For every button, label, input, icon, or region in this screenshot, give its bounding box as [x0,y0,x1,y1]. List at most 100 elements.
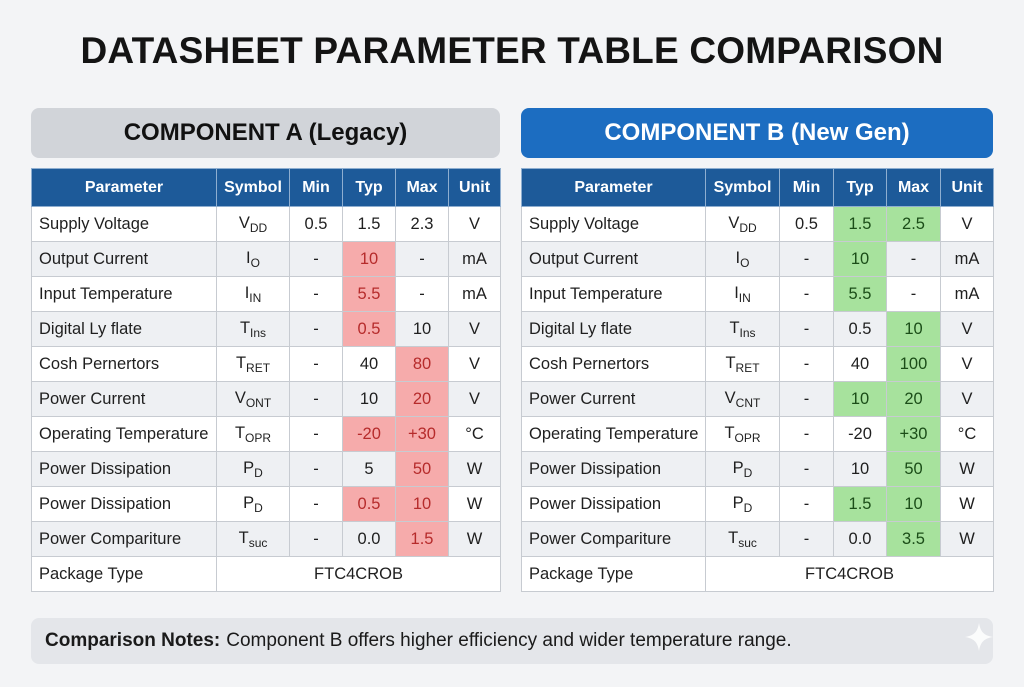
parameter-cell: Cosh Pernertors [521,346,706,382]
unit-cell: V [940,346,994,382]
symbol-subscript: IN [738,290,751,305]
unit-cell: V [448,206,501,242]
component-b-header: COMPONENT B (New Gen) [521,108,993,158]
min-cell: - [779,311,834,347]
symbol-letter: T [235,353,247,372]
parameter-cell: Power Dissipation [521,451,706,487]
typ-cell: 10 [342,381,396,417]
table-row: Power Dissipation PD -10 50 W [521,451,994,487]
col-header-min: Min [289,168,343,207]
symbol-subscript: DD [249,220,268,235]
col-header-unit: Unit [940,168,994,207]
symbol-letter: T [729,318,740,337]
parameter-cell: Power Compariture [521,521,706,557]
max-cell: 20 [886,381,941,417]
table-row: Input Temperature IIN -5.5- mA [521,276,994,312]
typ-cell: 10 [342,241,396,277]
symbol-cell: TRET [705,346,780,382]
table-header-row: Parameter Symbol Min Typ Max Unit [521,168,994,207]
typ-cell: -20 [833,416,887,452]
sparkle-icon [965,623,993,651]
min-cell: - [289,416,343,452]
table-row: Digital Ly flate TIns -0.5 10 V [521,311,994,347]
unit-cell: mA [448,241,501,277]
symbol-letter: T [234,423,246,442]
parameter-cell: Digital Ly flate [521,311,706,347]
min-cell: - [779,381,834,417]
typ-cell: 0.5 [342,486,396,522]
typ-cell: 0.0 [342,521,396,557]
parameter-cell: Input Temperature [31,276,217,312]
symbol-subscript: ONT [245,395,272,410]
symbol-cell: Tsuc [216,521,290,557]
max-cell: - [395,276,449,312]
symbol-cell: IO [216,241,290,277]
table-row: Output Current IO -10- mA [521,241,994,277]
max-cell: 10 [886,311,941,347]
parameter-cell: Digital Ly flate [31,311,217,347]
symbol-subscript: Ins [739,325,756,340]
max-cell: - [395,241,449,277]
min-cell: - [289,311,343,347]
max-cell: 10 [395,311,449,347]
symbol-subscript: RET [735,360,760,375]
typ-cell: 1.5 [342,206,396,242]
symbol-subscript: suc [248,535,268,550]
typ-cell: 0.0 [833,521,887,557]
max-cell: 50 [886,451,941,487]
max-cell: 100 [886,346,941,382]
min-cell: - [289,276,343,312]
unit-cell: V [940,381,994,417]
package-value-cell: FTC4CROB [216,556,501,592]
symbol-letter: P [243,493,255,512]
min-cell: - [289,381,343,417]
symbol-cell: VONT [216,381,290,417]
parameter-cell: Power Compariture [31,521,217,557]
symbol-subscript: O [740,255,750,270]
symbol-cell: TIns [705,311,780,347]
min-cell: - [779,241,834,277]
symbol-cell: PD [216,486,290,522]
table-row: Input Temperature IIN -5.5- mA [31,276,501,312]
symbol-cell: PD [705,451,780,487]
min-cell: - [779,451,834,487]
parameter-cell: Input Temperature [521,276,706,312]
symbol-cell: PD [216,451,290,487]
symbol-cell: TOPR [705,416,780,452]
table-row: Power Current VCNT -10 20 V [521,381,994,417]
table-row: Power Compariture Tsuc -0.0 1.5 W [31,521,501,557]
symbol-subscript: CNT [735,395,761,410]
unit-cell: W [940,486,994,522]
col-header-min: Min [779,168,834,207]
table-row: Supply Voltage VDD 0.5 1.5 2.3 V [31,206,501,242]
min-cell: - [779,416,834,452]
unit-cell: °C [940,416,994,452]
symbol-letter: I [244,283,250,302]
max-cell: - [886,241,941,277]
package-row: Package Type FTC4CROB [521,556,994,592]
component-a-header: COMPONENT A (Legacy) [31,108,500,158]
symbol-letter: T [728,528,739,547]
max-cell: 3.5 [886,521,941,557]
typ-cell: -20 [342,416,396,452]
min-cell: - [779,346,834,382]
typ-cell: 5.5 [342,276,396,312]
symbol-letter: P [243,458,255,477]
min-cell: - [289,241,343,277]
table-row: Cosh Pernertors TRET -40 100 V [521,346,994,382]
package-row: Package Type FTC4CROB [31,556,501,592]
component-b-panel: COMPONENT B (New Gen) Parameter Symbol M… [521,108,994,592]
table-row: Supply Voltage VDD 0.5 1.5 2.5 V [521,206,994,242]
component-a-table: Parameter Symbol Min Typ Max Unit Supply… [31,168,501,592]
symbol-letter: T [239,318,251,337]
min-cell: - [779,486,834,522]
component-b-table: Parameter Symbol Min Typ Max Unit Supply… [521,168,994,592]
col-header-unit: Unit [448,168,501,207]
unit-cell: °C [448,416,501,452]
max-cell: 80 [395,346,449,382]
symbol-letter: V [724,388,736,407]
symbol-letter: P [732,458,744,477]
symbol-subscript: DD [739,220,757,235]
typ-cell: 1.5 [833,486,887,522]
max-cell: 10 [395,486,449,522]
